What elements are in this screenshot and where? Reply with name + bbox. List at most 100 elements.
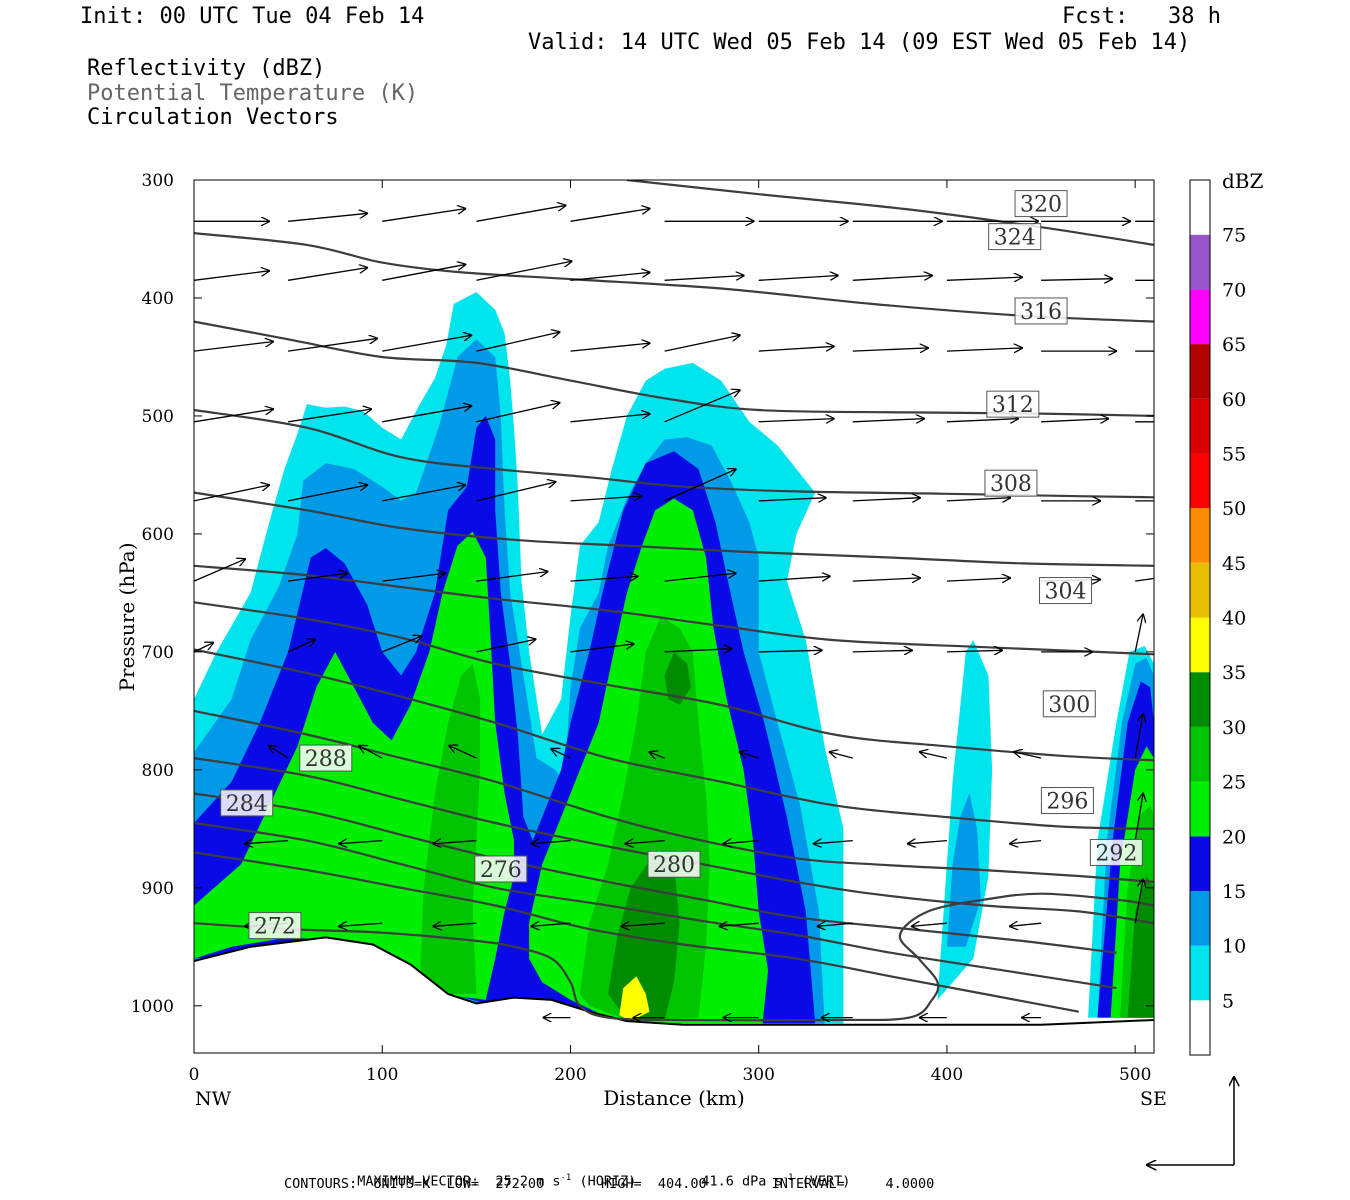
theta-label-box-300 xyxy=(1042,690,1096,718)
theta-contour-272 xyxy=(194,892,1154,1022)
y-tick-label: 1000 xyxy=(131,997,174,1017)
circulation-vector xyxy=(194,342,274,352)
theta-label-276: 276 xyxy=(480,858,522,883)
theta-label-296: 296 xyxy=(1046,790,1088,815)
circulation-vector xyxy=(911,923,947,926)
circulation-vector xyxy=(758,650,823,652)
circulation-vector xyxy=(852,348,929,351)
theta-label-box-284 xyxy=(220,789,274,817)
contour-labels: 324 320 316 312 308 304 300 296 292 288 284 280 276 2… xyxy=(220,190,1143,940)
circulation-vector xyxy=(664,335,741,352)
theta-label-272: 272 xyxy=(254,915,296,940)
colorbar-swatch xyxy=(1190,890,1210,946)
theta-contour-280 xyxy=(194,821,1117,990)
circulation-vector xyxy=(758,419,835,422)
x-end-left-label: NW xyxy=(195,1088,232,1110)
circulation-vector xyxy=(625,841,665,844)
circulation-vector xyxy=(194,923,195,924)
circulation-vector xyxy=(476,261,572,281)
theta-label-box-280 xyxy=(647,850,701,878)
circulation-vector xyxy=(852,276,933,281)
circulation-vector xyxy=(338,841,383,844)
theta-label-320: 320 xyxy=(1020,193,1062,218)
y-tick-label: 700 xyxy=(142,643,174,663)
circulation-vector xyxy=(382,573,446,582)
maximum-vector-line: MAXIMUM VECTOR: 25.2 m s-1 (HORIZ) 41.6 … xyxy=(357,1173,851,1190)
theta-label-box-316 xyxy=(1014,297,1068,325)
circulation-vector xyxy=(852,650,913,652)
theta-label-288: 288 xyxy=(305,747,347,772)
colorbar-swatch xyxy=(1190,344,1210,399)
theta-label-280: 280 xyxy=(653,853,695,878)
colorbar-label: 35 xyxy=(1222,662,1246,684)
y-tick-label: 900 xyxy=(142,879,174,899)
theta-label-box-272 xyxy=(248,912,302,940)
circulation-vector xyxy=(570,496,643,502)
circulation-vector xyxy=(382,209,466,222)
reflectivity-area-30-16 xyxy=(1127,876,1154,1018)
reflectivity-area-10-4 xyxy=(946,793,981,947)
y-tick-label: 300 xyxy=(142,171,174,191)
colorbar: 5 10 15 20 25 30 35 40 45 50 55 60 65 70 75 xyxy=(1189,179,1246,1056)
contours-line: CONTOURS: UNITS=K LOW= 272.00 HIGH= 404.… xyxy=(284,1176,935,1192)
colorbar-swatch xyxy=(1190,1000,1210,1055)
y-tick-label: 500 xyxy=(142,407,174,427)
colorbar-label: 45 xyxy=(1222,553,1246,575)
circulation-vector xyxy=(719,923,759,926)
circulation-vector xyxy=(531,841,571,844)
colorbar-label: 75 xyxy=(1222,225,1246,247)
colorbar-label: 65 xyxy=(1222,334,1246,356)
maxvec-horiz-suffix: (HORIZ) xyxy=(571,1173,637,1190)
axes: 0 100 200 300 400 500 300 400 500 600 700 800 900 100… xyxy=(131,171,1154,1085)
circulation-vector xyxy=(946,498,1011,501)
plot-frame xyxy=(193,179,1155,1054)
circulation-vector xyxy=(817,923,853,926)
colorbar-label: 15 xyxy=(1222,881,1246,903)
circulation-vector xyxy=(570,209,651,222)
circulation-vector xyxy=(476,403,560,423)
circulation-vector xyxy=(194,757,195,759)
circulation-vector xyxy=(1134,713,1143,759)
circulation-vector xyxy=(194,642,214,653)
y-axis-label: Pressure (hPa) xyxy=(115,543,139,692)
circulation-vector xyxy=(287,485,368,502)
circulation-vector xyxy=(649,752,665,758)
circulation-vector xyxy=(946,419,1019,422)
circulation-vector xyxy=(758,576,831,582)
circulation-vector xyxy=(476,205,566,222)
x-end-right-label: SE xyxy=(1140,1088,1167,1110)
circulation-vector xyxy=(664,276,745,281)
theta-label-box-292 xyxy=(1089,838,1143,866)
circulation-vector xyxy=(338,923,383,926)
theta-label-300: 300 xyxy=(1048,693,1090,718)
circulation-vector xyxy=(723,841,759,844)
theta-label-box-296 xyxy=(1040,787,1094,815)
circulation-vector xyxy=(758,276,839,281)
maxvec-vert: 41.6 dPa s xyxy=(701,1173,783,1190)
colorbar-label: 25 xyxy=(1222,772,1246,794)
colorbar-swatch xyxy=(1190,672,1210,727)
x-tick-label: 0 xyxy=(189,1065,200,1085)
circulation-vector xyxy=(919,752,948,759)
theta-contour-308 xyxy=(194,491,1154,567)
circulation-vector xyxy=(288,213,368,222)
colorbar-label: 70 xyxy=(1222,279,1246,301)
x-axis-label: Distance (km) xyxy=(603,1086,745,1110)
theta-contour-284 xyxy=(194,792,1117,954)
circulation-vector xyxy=(946,578,1011,581)
circulation-vector xyxy=(829,752,853,759)
theta-label-box-324 xyxy=(988,223,1042,251)
circulation-vector xyxy=(382,335,472,352)
x-tick-label: 100 xyxy=(366,1065,398,1085)
colorbar-swatch xyxy=(1190,398,1210,454)
circulation-vector xyxy=(288,409,372,423)
circulation-vector xyxy=(288,338,378,352)
colorbar-label: 10 xyxy=(1222,936,1246,958)
circulation-vector xyxy=(287,639,316,653)
reflectivity-area-30-14 xyxy=(608,852,680,1020)
circulation-vector xyxy=(664,649,733,652)
colorbar-label: 50 xyxy=(1222,498,1246,520)
colorbar-swatch xyxy=(1190,726,1210,782)
colorbar-label: 5 xyxy=(1222,990,1234,1012)
circulation-vector xyxy=(1009,923,1042,926)
